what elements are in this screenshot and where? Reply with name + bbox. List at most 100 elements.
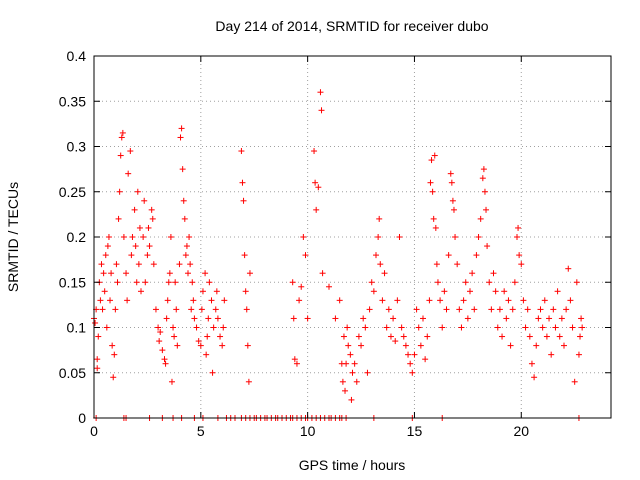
data-point — [243, 306, 250, 313]
data-point — [239, 179, 246, 186]
data-point — [569, 324, 576, 331]
y-tick-label: 0 — [78, 410, 86, 426]
y-tick-label: 0.25 — [59, 184, 86, 200]
data-point — [439, 324, 446, 331]
data-point — [146, 243, 153, 250]
data-point — [427, 179, 434, 186]
data-point — [209, 369, 216, 376]
data-point — [165, 279, 172, 286]
data-point — [360, 315, 367, 322]
tick-labels: 0 0.05 0.1 0.15 0.2 0.25 0.3 0.35 0.4 0 5 10 15 20 — [59, 48, 530, 439]
data-point — [445, 252, 452, 259]
data-point — [195, 338, 202, 345]
data-point — [396, 234, 403, 240]
data-point — [558, 315, 565, 322]
data-point — [571, 378, 578, 385]
data-point — [340, 333, 347, 340]
data-point — [242, 288, 249, 295]
data-point — [364, 369, 371, 376]
data-point — [533, 342, 540, 349]
y-axis-label: SRMTID / TECUs — [5, 182, 21, 292]
data-point — [394, 297, 401, 304]
data-point — [289, 279, 296, 286]
data-point — [293, 360, 300, 367]
data-point — [138, 288, 144, 295]
data-point — [188, 306, 195, 313]
data-point — [433, 261, 440, 268]
data-point — [505, 297, 512, 304]
data-point — [422, 356, 429, 363]
data-point — [115, 215, 122, 222]
data-point — [104, 243, 111, 250]
data-point — [385, 306, 392, 313]
data-point — [131, 206, 138, 213]
data-point — [368, 279, 375, 286]
data-point — [362, 324, 369, 331]
data-point — [494, 324, 501, 331]
data-point — [177, 134, 184, 141]
data-point — [114, 279, 121, 286]
data-point — [313, 206, 320, 213]
data-point — [152, 306, 159, 313]
data-point — [392, 338, 399, 345]
data-point — [150, 261, 157, 268]
data-point — [170, 324, 177, 331]
data-point — [578, 315, 585, 322]
data-point — [409, 369, 416, 376]
data-point — [212, 306, 219, 313]
data-point — [111, 351, 118, 358]
x-tick-label: 20 — [513, 423, 529, 439]
data-point — [447, 170, 454, 177]
y-tick-label: 0.4 — [67, 48, 87, 64]
data-point — [120, 234, 127, 240]
data-point — [198, 306, 205, 313]
data-point — [161, 356, 168, 363]
data-point — [420, 315, 426, 322]
data-point — [136, 224, 143, 231]
data-point — [387, 333, 394, 340]
data-point — [145, 224, 152, 231]
data-point — [518, 261, 525, 268]
data-point — [99, 306, 106, 313]
data-point — [524, 306, 531, 313]
x-tick-label: 15 — [407, 423, 423, 439]
data-point — [128, 252, 135, 259]
data-point — [509, 306, 516, 313]
data-point — [464, 315, 471, 322]
data-point — [107, 297, 114, 304]
y-tick-label: 0.3 — [67, 139, 87, 155]
data-point — [113, 261, 120, 268]
data-point — [355, 333, 362, 340]
data-point — [383, 324, 390, 331]
data-point — [539, 324, 546, 331]
data-point — [98, 261, 105, 268]
data-point — [176, 261, 183, 268]
data-point — [164, 297, 171, 304]
data-point — [133, 279, 140, 286]
data-point — [220, 324, 227, 331]
data-point — [187, 261, 194, 268]
data-point — [109, 342, 116, 349]
data-point — [499, 333, 506, 340]
data-point — [467, 288, 473, 295]
data-point — [456, 306, 463, 313]
data-point — [490, 270, 497, 277]
data-point — [127, 148, 134, 155]
data-point — [567, 297, 574, 304]
data-point — [304, 315, 311, 322]
data-point — [429, 188, 436, 195]
data-point — [526, 333, 533, 340]
data-point — [460, 297, 467, 304]
data-point — [181, 215, 188, 222]
data-point — [537, 306, 544, 313]
data-point — [166, 270, 173, 277]
data-point — [190, 297, 197, 304]
data-point — [245, 378, 252, 385]
data-point — [347, 351, 354, 358]
data-point — [204, 333, 211, 340]
data-point — [124, 297, 131, 304]
data-point — [481, 188, 488, 195]
data-point — [317, 89, 324, 96]
data-point — [366, 306, 373, 313]
data-point — [132, 243, 139, 250]
